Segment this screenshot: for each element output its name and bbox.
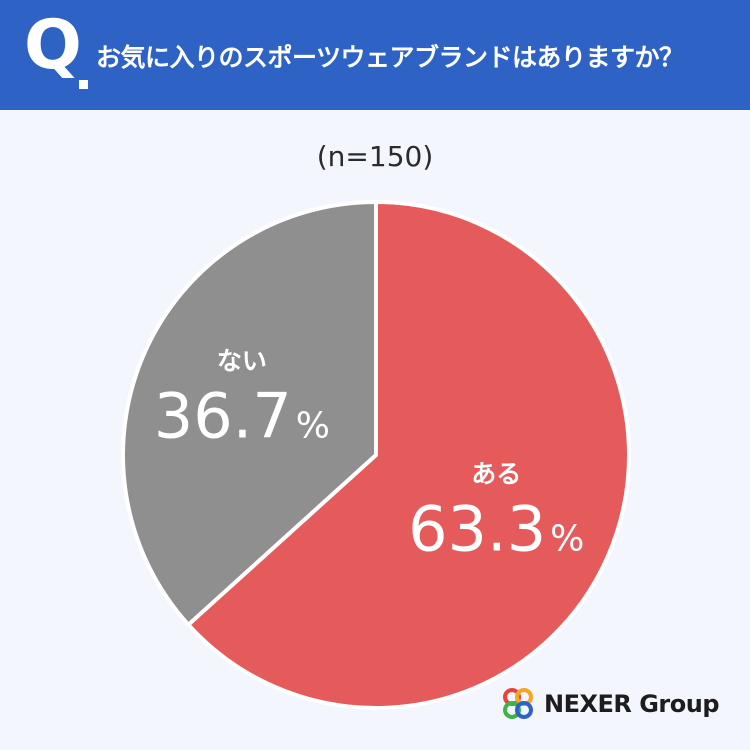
nexer-logo: NEXER Group — [500, 684, 720, 724]
sample-size: (n=150) — [316, 140, 434, 173]
slice-value-1: 36.7% — [154, 379, 330, 452]
pie-slice-0 — [186, 200, 631, 710]
slice-label-1: ない — [217, 346, 267, 375]
q-mark: Q — [24, 6, 82, 85]
question-text: お気に入りのスポーツウェアブランドはありますか？ — [96, 43, 684, 72]
pie-slice-1 — [121, 200, 378, 627]
pie-slices — [121, 200, 631, 710]
question-header: Q お気に入りのスポーツウェアブランドはありますか？ — [0, 0, 750, 110]
logo-rings-icon — [503, 688, 533, 719]
slice-value-0: 63.3% — [408, 492, 584, 565]
pie-labels: ある 63.3 % ない 36.7% — [154, 346, 585, 565]
slice-label-0: ある — [471, 459, 521, 488]
q-dot — [79, 80, 88, 89]
logo-text: NEXER Group — [544, 690, 720, 718]
